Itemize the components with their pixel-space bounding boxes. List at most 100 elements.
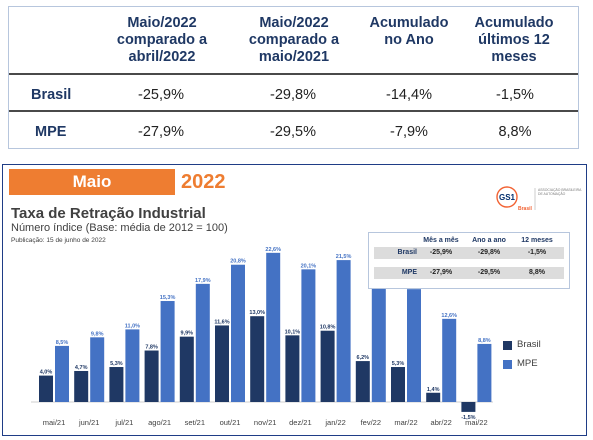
- legend-swatch-mpe: [503, 360, 512, 369]
- logo-text: GS1: [499, 193, 516, 202]
- bar-mpe-out/21: [231, 264, 245, 402]
- data-label-mpe-mai/22: 8,8%: [478, 338, 491, 344]
- header-may-vs-may: Maio/2022 comparado a maio/2021: [248, 15, 340, 65]
- cell-brasil-mom: -25,9%: [138, 87, 184, 103]
- x-tick-label-mai/21: mai/21: [43, 418, 66, 427]
- legend-label-mpe: MPE: [517, 358, 538, 369]
- bar-brasil-jun/21: [74, 370, 89, 402]
- data-label-mpe-dez/21: 20,1%: [301, 263, 317, 269]
- year-label: 2022: [181, 171, 226, 193]
- bar-mpe-nov/21: [266, 252, 281, 402]
- x-tick-label-jul/21: jul/21: [114, 418, 133, 427]
- cell-mpe-ytd: -7,9%: [390, 124, 428, 140]
- bar-mpe-dez/21: [301, 269, 316, 402]
- bar-mpe-mai/22: [477, 343, 492, 402]
- data-label-mpe-set/21: 17,9%: [195, 278, 211, 284]
- mini-cell-mpe-12m: 8,8%: [529, 269, 545, 276]
- mini-cell-brasil-mom: -25,9%: [429, 249, 453, 256]
- cell-mpe-yoy: -29,5%: [270, 124, 316, 140]
- data-label-brasil-jul/21: 5,3%: [110, 361, 123, 367]
- data-label-brasil-mai/22: -1,5%: [461, 415, 475, 421]
- bar-brasil-abr/22: [426, 392, 441, 402]
- cell-brasil-yoy: -29,8%: [270, 87, 316, 103]
- data-label-brasil-mai/21: 4,0%: [40, 370, 53, 376]
- gs1-logo: GS1 Brasil ASSOCIAÇÃO BRASILEIRA DE AUTO…: [495, 185, 585, 213]
- chart-title: Taxa de Retração Industrial: [11, 205, 206, 222]
- x-tick-label-ago/21: ago/21: [148, 418, 171, 427]
- cell-mpe-mom: -27,9%: [138, 124, 184, 140]
- mini-row-label-mpe: MPE: [401, 269, 417, 276]
- legend-label-brasil: Brasil: [517, 339, 541, 350]
- x-tick-label-set/21: set/21: [185, 418, 205, 427]
- data-label-brasil-nov/21: 13,0%: [249, 310, 265, 316]
- header-may-vs-april: Maio/2022 comparado a abril/2022: [116, 15, 208, 65]
- mini-cell-brasil-12m: -1,5%: [527, 249, 547, 256]
- x-tick-label-out/21: out/21: [220, 418, 241, 427]
- cell-brasil-12m: -1,5%: [496, 87, 534, 103]
- bar-brasil-set/21: [179, 336, 194, 402]
- bar-chart: 4,0% 8,5% mai/21 4,7% 9,8% jun/21 5,3% 11,0% jul…: [31, 247, 493, 427]
- header-divider: [9, 73, 578, 75]
- cell-brasil-ytd: -14,4%: [386, 87, 432, 103]
- bar-mpe-mai/21: [55, 345, 69, 402]
- header-accum-year: Acumulado no Ano: [369, 15, 449, 48]
- data-label-brasil-jan/22: 10,8%: [320, 325, 336, 331]
- bar-mpe-jun/21: [90, 337, 105, 402]
- bar-brasil-nov/21: [250, 316, 265, 402]
- bar-mpe-jul/21: [125, 329, 140, 402]
- data-label-mpe-abr/22: 12,6%: [441, 313, 457, 319]
- row-label-mpe: MPE: [35, 124, 67, 140]
- x-tick-label-mar/22: mar/22: [394, 418, 417, 427]
- mini-cell-mpe-mom: -27,9%: [429, 269, 453, 276]
- data-label-mpe-mai/21: 8,5%: [56, 340, 69, 346]
- mini-summary-table: Mês a mês Ano a ano 12 meses Brasil -25,…: [368, 232, 570, 289]
- data-label-brasil-dez/21: 10,1%: [285, 329, 301, 335]
- month-label: Maio: [72, 172, 112, 191]
- logo-assoc: ASSOCIAÇÃO BRASILEIRA DE AUTOMAÇÃO: [538, 188, 582, 197]
- data-label-mpe-nov/21: 22,6%: [265, 247, 281, 253]
- header-accum-12m: Acumulado últimos 12 meses: [474, 15, 554, 65]
- data-label-brasil-mar/22: 5,3%: [392, 361, 405, 367]
- logo-sub: Brasil: [518, 206, 533, 212]
- cell-mpe-12m: 8,8%: [498, 124, 532, 140]
- row-divider: [9, 110, 578, 112]
- bar-brasil-mar/22: [391, 367, 405, 402]
- mini-header-yoy: Ano a ano: [472, 237, 506, 244]
- bar-brasil-jan/22: [320, 330, 335, 402]
- x-tick-label-nov/21: nov/21: [254, 418, 277, 427]
- bar-mpe-abr/22: [442, 318, 457, 402]
- chart-subtitle: Número índice (Base: média de 2012 = 100…: [11, 222, 228, 234]
- bar-mpe-mar/22: [407, 289, 421, 402]
- data-label-mpe-jan/22: 21,5%: [336, 254, 352, 260]
- x-tick-label-dez/21: dez/21: [289, 418, 312, 427]
- bar-mpe-ago/21: [160, 301, 175, 402]
- data-label-brasil-fev/22: 6,2%: [357, 355, 370, 361]
- data-label-brasil-set/21: 9,9%: [181, 331, 194, 337]
- bar-brasil-fev/22: [355, 361, 370, 402]
- data-label-mpe-out/21: 20,8%: [230, 259, 246, 265]
- bar-brasil-mai/22: [461, 402, 476, 412]
- legend-swatch-brasil: [503, 341, 512, 350]
- mini-cell-mpe-yoy: -29,5%: [477, 269, 501, 276]
- row-label-brasil: Brasil: [31, 87, 72, 103]
- bar-brasil-out/21: [215, 325, 229, 402]
- data-label-mpe-jun/21: 9,8%: [91, 331, 104, 337]
- data-label-brasil-out/21: 11,6%: [214, 319, 229, 325]
- data-label-brasil-abr/22: 1,4%: [427, 387, 440, 393]
- bar-mpe-set/21: [195, 283, 210, 402]
- data-label-mpe-jul/21: 11,0%: [125, 323, 140, 329]
- data-label-mpe-ago/21: 15,3%: [160, 295, 176, 301]
- x-tick-label-fev/22: fev/22: [361, 418, 381, 427]
- x-tick-label-jun/21: jun/21: [78, 418, 99, 427]
- bar-brasil-ago/21: [144, 350, 159, 402]
- x-tick-label-abr/22: abr/22: [431, 418, 452, 427]
- mini-header-12m: 12 meses: [521, 237, 553, 244]
- mini-row-label-brasil: Brasil: [397, 249, 417, 256]
- mini-cell-brasil-yoy: -29,8%: [477, 249, 501, 256]
- bar-brasil-dez/21: [285, 335, 300, 402]
- bar-mpe-jan/22: [336, 260, 351, 402]
- data-label-brasil-ago/21: 7,8%: [145, 345, 158, 351]
- chart-panel: Maio 2022 GS1 Brasil ASSOCIAÇÃO BRASILEI…: [2, 164, 587, 436]
- bar-mpe-fev/22: [371, 284, 386, 402]
- x-tick-label-mai/22: mai/22: [465, 418, 488, 427]
